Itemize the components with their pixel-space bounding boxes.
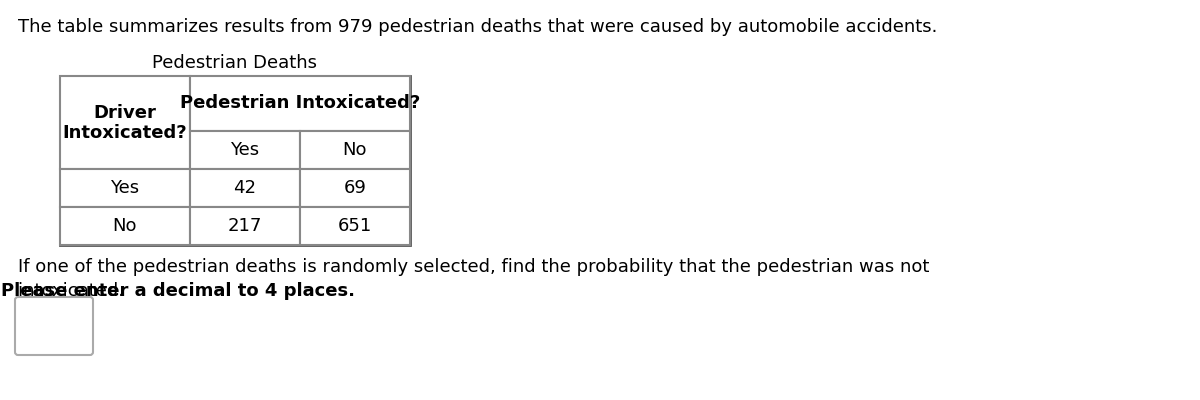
Text: 69: 69 [343,179,366,197]
Text: 217: 217 [228,217,262,235]
Bar [190,207,300,245]
Bar [60,76,190,169]
Text: Driver: Driver [94,104,156,122]
Bar [300,207,410,245]
Text: If one of the pedestrian deaths is randomly selected, find the probability that : If one of the pedestrian deaths is rando… [18,258,929,276]
Text: Please enter a decimal to 4 places.: Please enter a decimal to 4 places. [1,282,355,300]
Bar [60,169,190,207]
Text: Pedestrian Intoxicated?: Pedestrian Intoxicated? [180,94,420,112]
Bar [190,131,300,169]
Text: Yes: Yes [230,141,259,159]
FancyBboxPatch shape [14,297,94,355]
Text: Yes: Yes [110,179,139,197]
Bar [300,131,410,169]
Bar [300,169,410,207]
Text: No: No [343,141,367,159]
Text: Intoxicated?: Intoxicated? [62,124,187,142]
Bar [60,207,190,245]
Text: No: No [113,217,137,235]
Bar [190,76,410,131]
Text: The table summarizes results from 979 pedestrian deaths that were caused by auto: The table summarizes results from 979 pe… [18,18,937,36]
Bar [60,76,410,245]
Bar [190,169,300,207]
Text: 651: 651 [338,217,372,235]
Text: Pedestrian Deaths: Pedestrian Deaths [152,54,318,72]
Text: intoxicated.: intoxicated. [18,282,130,300]
Text: 42: 42 [234,179,257,197]
